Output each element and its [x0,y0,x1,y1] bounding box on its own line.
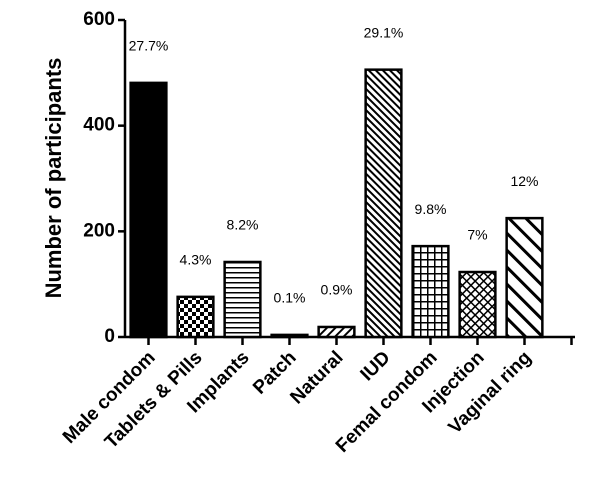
bar-annotation: 7% [467,227,487,243]
bar-annotation: 0.1% [274,290,306,306]
y-tick-label: 0 [104,326,115,347]
bar [176,295,215,339]
y-tick-label: 200 [83,220,115,241]
bar [458,270,497,339]
bar [270,333,309,339]
bar [129,81,168,339]
y-tick-label: 600 [83,9,115,30]
bar-annotation: 4.3% [180,252,212,268]
x-tick-label: Vaginal ring [445,347,536,438]
bar [411,244,450,339]
x-tick-label: IUD [357,347,395,385]
bar-annotation: 29.1% [364,24,404,40]
bar [223,260,262,339]
bar [364,68,403,339]
bar [317,325,356,339]
x-tick-label: Natural [286,347,347,408]
bar-annotation: 0.9% [321,282,353,298]
bar-annotation: 27.7% [129,38,169,54]
bar-annotation: 12% [510,173,538,189]
bar-annotation: 8.2% [227,217,259,233]
y-axis-label: Number of participants [41,58,66,299]
y-tick-label: 400 [83,115,115,136]
bar [505,216,544,339]
bar-annotation: 9.8% [415,201,447,217]
